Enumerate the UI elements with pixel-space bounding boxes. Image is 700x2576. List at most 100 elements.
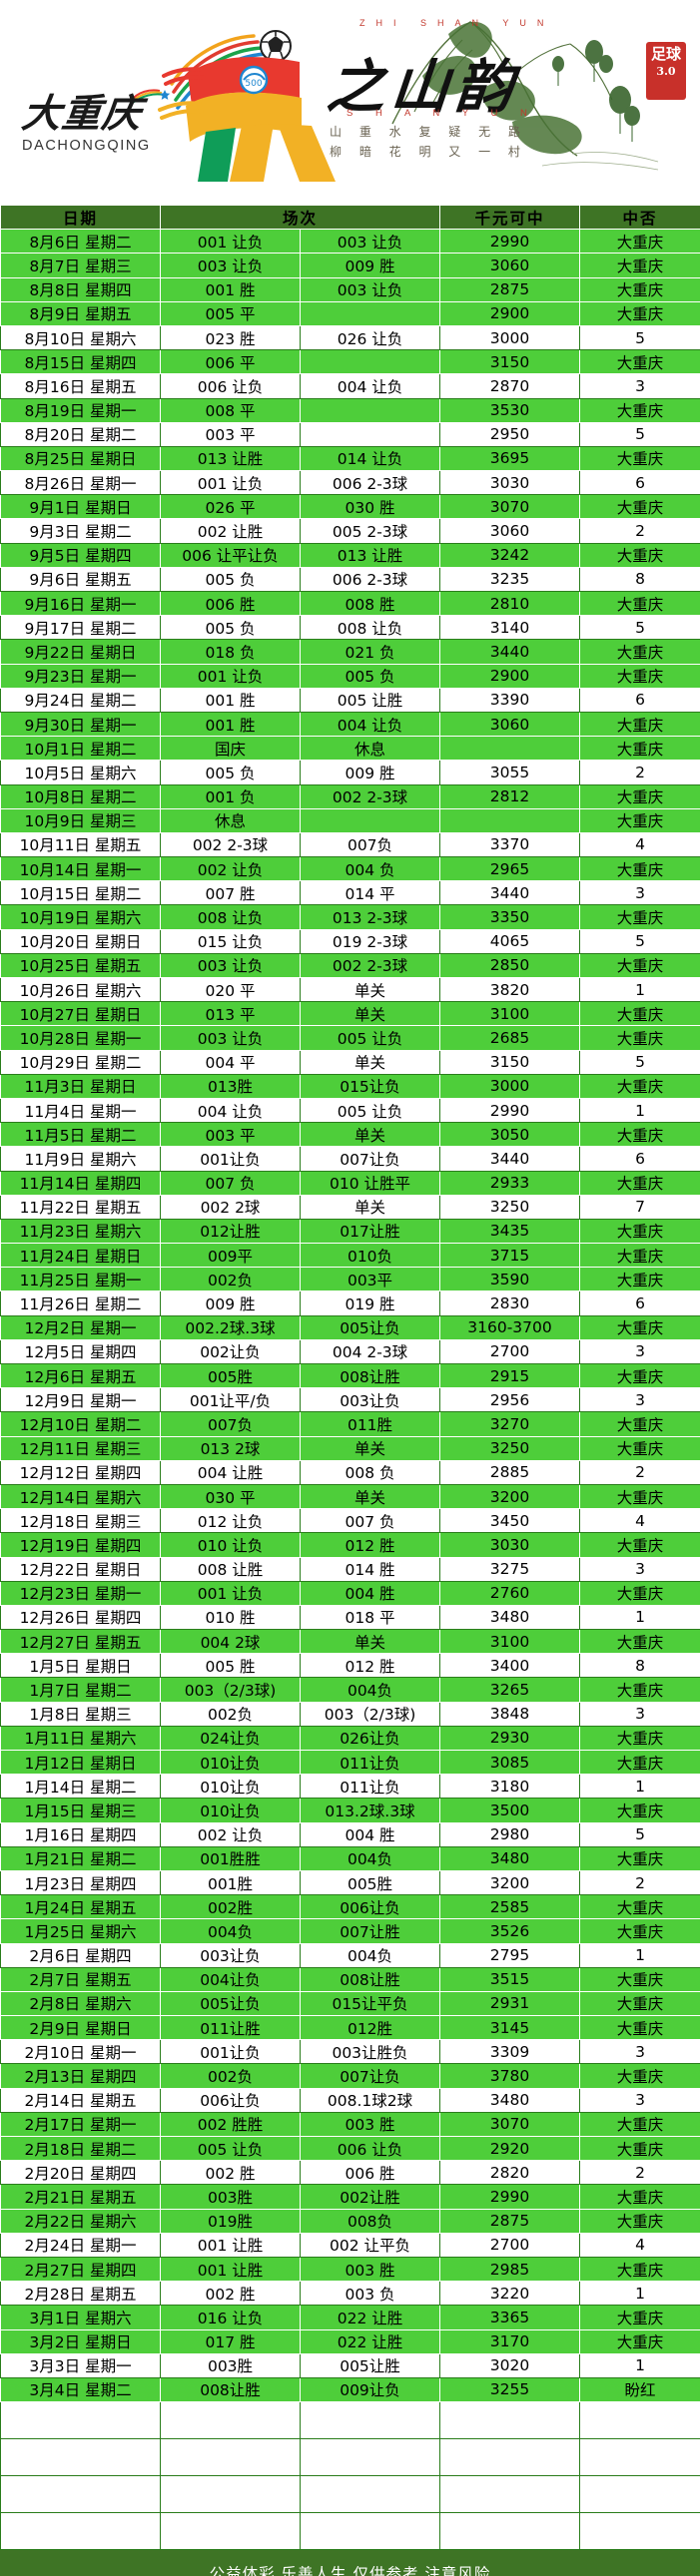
row-hit: 1 xyxy=(579,1604,700,1631)
table-row: 11月5日 星期二 003 平单关 3050 大重庆 xyxy=(0,1122,700,1148)
row-hit: 大重庆 xyxy=(579,1435,700,1461)
row-amount: 2956 xyxy=(439,1387,581,1413)
row-hit: 大重庆 xyxy=(579,349,700,375)
row-amount: 3590 xyxy=(439,1267,581,1292)
row-hit: 大重庆 xyxy=(579,1073,700,1099)
row-amount: 2830 xyxy=(439,1290,581,1316)
table-row: 11月26日 星期二 009 胜 019 胜 2830 6 xyxy=(0,1290,700,1316)
row-match-1: 002负 xyxy=(160,1267,301,1292)
row-hit: 6 xyxy=(579,1146,700,1172)
row-match-2: 011让负 xyxy=(299,1749,441,1776)
row-amount: 2985 xyxy=(439,2256,581,2283)
row-match-2: 019 胜 xyxy=(299,1290,441,1316)
row-hit: 3 xyxy=(579,373,700,399)
row-amount: 2810 xyxy=(439,590,581,617)
row-date: 1月5日 星期日 xyxy=(0,1653,161,1679)
row-match-2: 单关 xyxy=(299,1629,441,1655)
row-amount: 3140 xyxy=(439,615,581,641)
row-date: 2月18日 星期二 xyxy=(0,2135,161,2162)
col-header-date: 日期 xyxy=(0,204,161,231)
row-amount: 4065 xyxy=(439,928,581,954)
table-row: 11月23日 星期六 012让胜 017让胜 3435 大重庆 xyxy=(0,1218,700,1245)
table-row: 1月21日 星期二 001胜胜 004负 3480 大重庆 xyxy=(0,1845,700,1871)
row-amount: 3515 xyxy=(439,1966,581,1992)
table-row: 1月23日 星期四 001胜 005胜 3200 2 xyxy=(0,1869,700,1896)
row-date: 8月25日 星期日 xyxy=(0,445,161,472)
row-match-2: 014 胜 xyxy=(299,1556,441,1582)
row-match-2: 005 让负 xyxy=(299,1025,441,1051)
table-row: 12月11日 星期三 013 2球 单关 3250 大重庆 xyxy=(0,1435,700,1461)
seal-line2: 3.0 xyxy=(656,65,676,78)
row-date: 2月7日 星期五 xyxy=(0,1966,161,1992)
table-row: 9月22日 星期日 018 负 021 负 3440 大重庆 xyxy=(0,639,700,665)
row-amount: 3150 xyxy=(439,1049,581,1075)
row-match-2: 012胜 xyxy=(299,2015,441,2041)
row-match-1: 休息 xyxy=(160,807,301,833)
row-amount: 2875 xyxy=(439,2208,581,2234)
row-match-1: 012让胜 xyxy=(160,1218,301,1245)
row-match-1: 001让平/负 xyxy=(160,1387,301,1413)
row-amount: 3526 xyxy=(439,1918,581,1944)
row-hit: 4 xyxy=(579,831,700,858)
row-hit: 大重庆 xyxy=(579,1243,700,1269)
row-amount: 3085 xyxy=(439,1749,581,1776)
red-seal-stamp: 足球 3.0 xyxy=(646,42,686,100)
row-hit: 大重庆 xyxy=(579,783,700,809)
table-row: 9月3日 星期二 002 让胜 005 2-3球 3060 2 xyxy=(0,518,700,544)
row-amount: 2920 xyxy=(439,2135,581,2162)
row-hit: 8 xyxy=(579,566,700,593)
row-amount: 3250 xyxy=(439,1435,581,1461)
row-date: 9月16日 星期一 xyxy=(0,590,161,617)
poem-line-1: 山 重 水 复 疑 无 路 xyxy=(330,125,527,139)
row-hit: 大重庆 xyxy=(579,1362,700,1389)
table-row: 10月1日 星期二 国庆 休息 大重庆 xyxy=(0,736,700,762)
row-hit: 3 xyxy=(579,1387,700,1413)
row-date: 11月3日 星期日 xyxy=(0,1073,161,1099)
row-hit: 大重庆 xyxy=(579,1218,700,1245)
mountain-ink-painting xyxy=(391,21,659,171)
row-date: 3月3日 星期一 xyxy=(0,2352,161,2378)
row-match-2: 004 让负 xyxy=(299,711,441,738)
row-match-1: 001让负 xyxy=(160,1146,301,1172)
row-hit xyxy=(579,2438,700,2477)
table-row: 8月6日 星期二 001 让负 003 让负 2990 大重庆 xyxy=(0,229,700,255)
row-amount: 3309 xyxy=(439,2039,581,2065)
row-hit: 4 xyxy=(579,2232,700,2258)
table-row: 11月24日 星期日 009平 010负 3715 大重庆 xyxy=(0,1243,700,1269)
table-row: 10月5日 星期六 005 负 009 胜 3055 2 xyxy=(0,760,700,785)
row-amount: 2930 xyxy=(439,1725,581,1752)
row-match-2: 003 胜 xyxy=(299,2111,441,2138)
row-amount: 2990 xyxy=(439,2184,581,2210)
row-match-1: 002让负 xyxy=(160,1338,301,1365)
row-match-2: 022 让胜 xyxy=(299,2328,441,2354)
row-date: 10月27日 星期日 xyxy=(0,1001,161,1027)
table-row: 11月25日 星期一 002负 003平 3590 大重庆 xyxy=(0,1267,700,1292)
row-match-2: 005 2-3球 xyxy=(299,518,441,544)
row-amount: 3060 xyxy=(439,518,581,544)
row-hit: 1 xyxy=(579,1942,700,1968)
row-match-1: 005 负 xyxy=(160,760,301,785)
row-match-1: 001胜 xyxy=(160,1869,301,1896)
row-date: 1月12日 星期日 xyxy=(0,1749,161,1776)
row-amount: 3150 xyxy=(439,349,581,375)
row-date: 12月14日 星期六 xyxy=(0,1483,161,1510)
row-hit: 盼红 xyxy=(579,2376,700,2403)
row-date: 11月9日 星期六 xyxy=(0,1146,161,1172)
table-row: 3月4日 星期二 008让胜 009让负 3255 盼红 xyxy=(0,2376,700,2403)
row-match-2 xyxy=(299,421,441,447)
table-row: 12月2日 星期一 002.2球.3球 005让负 3160-3700 大重庆 xyxy=(0,1314,700,1340)
row-date: 1月15日 星期三 xyxy=(0,1798,161,1823)
row-match-2 xyxy=(299,2475,441,2514)
row-amount: 3050 xyxy=(439,1122,581,1148)
row-hit: 大重庆 xyxy=(579,2328,700,2354)
row-hit: 2 xyxy=(579,2160,700,2186)
row-amount: 2990 xyxy=(439,229,581,255)
row-amount: 3480 xyxy=(439,1845,581,1871)
row-date: 11月5日 星期二 xyxy=(0,1122,161,1148)
row-hit: 大重庆 xyxy=(579,1411,700,1437)
table-row: 12月9日 星期一 001让平/负 003让负 2956 3 xyxy=(0,1387,700,1413)
row-date: 12月6日 星期五 xyxy=(0,1362,161,1389)
row-match-1: 001 让负 xyxy=(160,470,301,496)
col-header-match: 场次 xyxy=(159,204,441,231)
row-date: 8月19日 星期一 xyxy=(0,397,161,423)
